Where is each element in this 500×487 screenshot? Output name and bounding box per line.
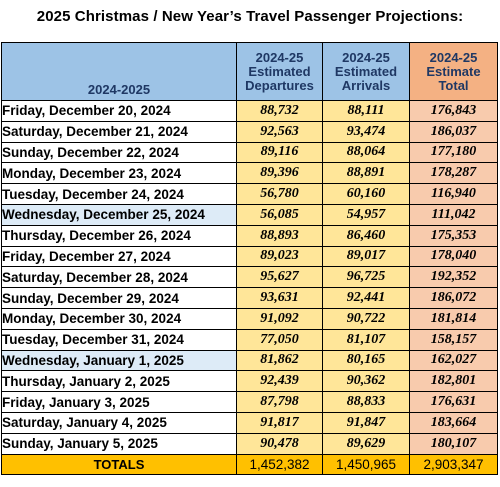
departures-cell: 88,732 [236,100,323,122]
total-cell: 192,352 [409,266,498,289]
date-cell: Friday, January 3, 2025 [1,391,237,413]
date-cell: Friday, December 20, 2024 [1,100,237,122]
table-row: Thursday, December 26, 2024 88,893 86,460 1… [1,224,498,247]
table-row: Monday, December 23, 2024 89,396 88,891 178… [1,162,498,185]
table-row: Thursday, January 2, 2025 92,439 90,362 182… [1,370,498,393]
arrivals-cell: 88,111 [322,100,410,122]
date-cell: Saturday, December 28, 2024 [1,266,237,289]
arrivals-cell: 89,017 [322,245,410,268]
departures-cell: 92,563 [236,120,323,143]
table-row: Saturday, December 28, 2024 95,627 96,725 1… [1,266,498,289]
table-row: Tuesday, December 31, 2024 77,050 81,107 15… [1,328,498,351]
totals-arrivals: 1,450,965 [322,453,410,475]
departures-cell: 89,116 [236,141,323,164]
total-cell: 116,940 [409,183,498,205]
date-cell: Saturday, January 4, 2025 [1,411,237,434]
date-cell: Wednesday, December 25, 2024 [1,203,237,226]
departures-cell: 92,439 [236,370,323,393]
column-header-departures: 2024-25 Estimated Departures [236,42,323,101]
date-cell: Sunday, December 29, 2024 [1,287,237,309]
total-cell: 181,814 [409,307,498,330]
totals-total: 2,903,347 [409,453,498,475]
table-row: Saturday, January 4, 2025 91,817 91,847 183… [1,411,498,434]
page-title: 2025 Christmas / New Year’s Travel Passe… [36,8,464,25]
departures-cell: 90,478 [236,432,323,455]
arrivals-cell: 88,891 [322,162,410,185]
date-cell: Sunday, December 22, 2024 [1,141,237,164]
totals-label: TOTALS [1,453,237,475]
arrivals-cell: 90,722 [322,307,410,330]
column-header-date: 2024-2025 [1,42,237,101]
arrivals-cell: 60,160 [322,183,410,205]
date-cell: Tuesday, December 24, 2024 [1,183,237,205]
total-cell: 178,287 [409,162,498,185]
date-cell: Friday, December 27, 2024 [1,245,237,268]
total-cell: 180,107 [409,432,498,455]
arrivals-cell: 92,441 [322,287,410,309]
total-cell: 177,180 [409,141,498,164]
departures-cell: 91,817 [236,411,323,434]
arrivals-cell: 88,833 [322,391,410,413]
arrivals-cell: 54,957 [322,203,410,226]
arrivals-cell: 80,165 [322,349,410,372]
departures-cell: 89,023 [236,245,323,268]
departures-cell: 81,862 [236,349,323,372]
table-row: Friday, December 27, 2024 89,023 89,017 178… [1,245,498,268]
arrivals-cell: 81,107 [322,328,410,351]
arrivals-cell: 96,725 [322,266,410,289]
total-cell: 176,843 [409,100,498,122]
total-cell: 158,157 [409,328,498,351]
departures-cell: 77,050 [236,328,323,351]
table-row: Tuesday, December 24, 2024 56,780 60,160 11… [1,183,498,205]
table-row: Friday, December 20, 2024 88,732 88,111 176… [1,100,498,122]
departures-cell: 87,798 [236,391,323,413]
total-cell: 182,801 [409,370,498,393]
total-cell: 186,072 [409,287,498,309]
departures-cell: 56,085 [236,203,323,226]
departures-cell: 93,631 [236,287,323,309]
date-cell: Saturday, December 21, 2024 [1,120,237,143]
table-body: Friday, December 20, 2024 88,732 88,111 176… [1,100,498,455]
date-cell: Wednesday, January 1, 2025 [1,349,237,372]
table-row: Wednesday, December 25, 2024 56,085 54,957… [1,203,498,226]
total-cell: 111,042 [409,203,498,226]
table-row: Sunday, January 5, 2025 90,478 89,629 180,1… [1,432,498,455]
column-header-total: 2024-25 Estimate Total [409,42,498,101]
departures-cell: 88,893 [236,224,323,247]
totals-row: TOTALS 1,452,382 1,450,965 2,903,347 [1,453,498,475]
arrivals-cell: 89,629 [322,432,410,455]
total-cell: 183,664 [409,411,498,434]
passenger-projection-table: 2024-2025 2024-25 Estimated Departures 2… [1,42,498,475]
date-cell: Thursday, December 26, 2024 [1,224,237,247]
date-cell: Thursday, January 2, 2025 [1,370,237,393]
table-row: Sunday, December 29, 2024 93,631 92,441 186… [1,287,498,309]
date-cell: Monday, December 23, 2024 [1,162,237,185]
date-cell: Sunday, January 5, 2025 [1,432,237,455]
totals-departures: 1,452,382 [236,453,323,475]
arrivals-cell: 90,362 [322,370,410,393]
total-cell: 178,040 [409,245,498,268]
departures-cell: 56,780 [236,183,323,205]
table-row: Monday, December 30, 2024 91,092 90,722 181… [1,307,498,330]
table-row: Sunday, December 22, 2024 89,116 88,064 177… [1,141,498,164]
column-header-arrivals: 2024-25 Estimated Arrivals [322,42,410,101]
total-cell: 176,631 [409,391,498,413]
arrivals-cell: 93,474 [322,120,410,143]
departures-cell: 95,627 [236,266,323,289]
date-cell: Tuesday, December 31, 2024 [1,328,237,351]
total-cell: 186,037 [409,120,498,143]
table-row: Wednesday, January 1, 2025 81,862 80,165 16… [1,349,498,372]
date-cell: Monday, December 30, 2024 [1,307,237,330]
arrivals-cell: 86,460 [322,224,410,247]
arrivals-cell: 91,847 [322,411,410,434]
table-row: Friday, January 3, 2025 87,798 88,833 176,6… [1,391,498,413]
arrivals-cell: 88,064 [322,141,410,164]
table-header-row: 2024-2025 2024-25 Estimated Departures 2… [1,42,498,101]
table-row: Saturday, December 21, 2024 92,563 93,474 1… [1,120,498,143]
departures-cell: 89,396 [236,162,323,185]
departures-cell: 91,092 [236,307,323,330]
total-cell: 162,027 [409,349,498,372]
total-cell: 175,353 [409,224,498,247]
